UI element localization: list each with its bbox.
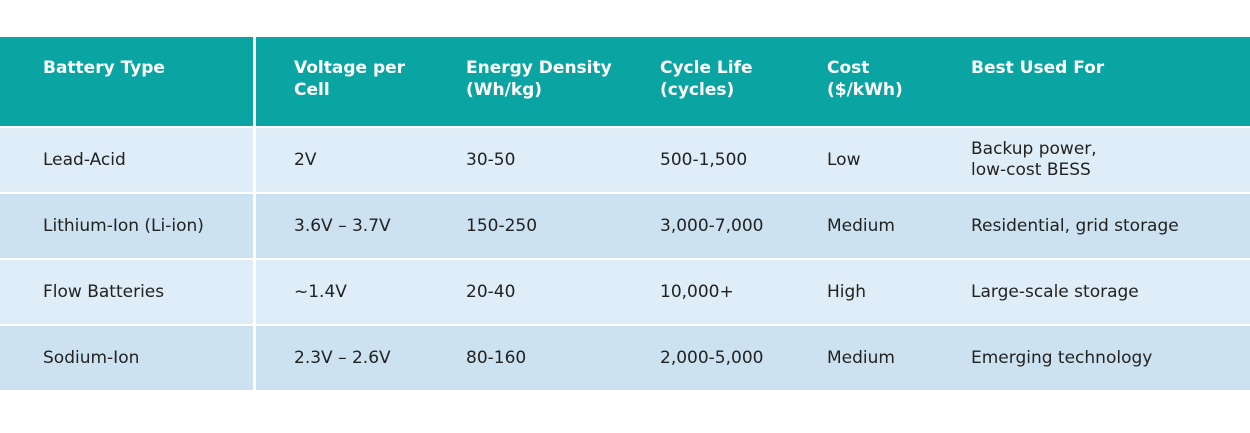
- cell-best-used-for: Residential, grid storage: [971, 215, 1179, 236]
- table-row: Lithium-Ion (Li-ion) 3.6V – 3.7V 150-250…: [0, 194, 1250, 260]
- cell-best-used-for: Emerging technology: [971, 347, 1153, 368]
- header-best-used-for: Best Used For: [971, 58, 1105, 78]
- cell-voltage: 2.3V – 2.6V: [294, 347, 391, 368]
- header-cost: Cost ($/kWh): [827, 58, 903, 100]
- cell-best-used-for: Backup power, low-cost BESS: [971, 139, 1097, 180]
- cell-cycle-life: 2,000-5,000: [660, 347, 764, 368]
- cell-cost: High: [827, 281, 867, 302]
- table-row: Flow Batteries ~1.4V 20-40 10,000+ High …: [0, 260, 1250, 326]
- cell-cost: Medium: [827, 215, 895, 236]
- cell-voltage: 2V: [294, 149, 317, 170]
- cell-voltage: ~1.4V: [294, 281, 347, 302]
- cell-battery-type: Lithium-Ion (Li-ion): [0, 194, 256, 258]
- cell-cycle-life: 10,000+: [660, 281, 734, 302]
- cell-battery-type: Sodium-Ion: [0, 326, 256, 390]
- cell-best-used-for: Large-scale storage: [971, 281, 1139, 302]
- cell-voltage: 3.6V – 3.7V: [294, 215, 391, 236]
- header-cycle-life: Cycle Life (cycles): [660, 58, 753, 100]
- cell-battery-type: Flow Batteries: [0, 260, 256, 324]
- header-battery-type: Battery Type: [0, 37, 256, 126]
- battery-comparison-table: Battery Type Voltage per Cell Energy Den…: [0, 37, 1250, 390]
- cell-cycle-life: 500-1,500: [660, 149, 748, 170]
- cell-cost: Low: [827, 149, 861, 170]
- cell-energy-density: 150-250: [466, 215, 538, 236]
- cell-energy-density: 30-50: [466, 149, 516, 170]
- header-energy-density: Energy Density (Wh/kg): [466, 58, 612, 100]
- table-header-row: Battery Type Voltage per Cell Energy Den…: [0, 37, 1250, 128]
- table-row: Sodium-Ion 2.3V – 2.6V 80-160 2,000-5,00…: [0, 326, 1250, 390]
- cell-energy-density: 20-40: [466, 281, 516, 302]
- cell-energy-density: 80-160: [466, 347, 527, 368]
- cell-cycle-life: 3,000-7,000: [660, 215, 764, 236]
- header-voltage-per-cell: Voltage per Cell: [294, 58, 406, 100]
- table-row: Lead-Acid 2V 30-50 500-1,500 Low Backup …: [0, 128, 1250, 194]
- cell-cost: Medium: [827, 347, 895, 368]
- cell-battery-type: Lead-Acid: [0, 128, 256, 192]
